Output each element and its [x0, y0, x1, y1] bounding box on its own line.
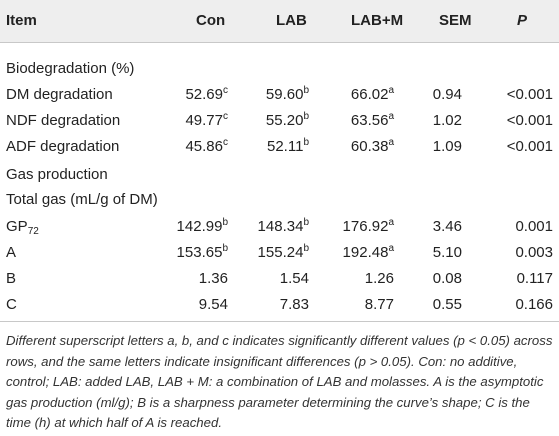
- header-con: Con: [196, 12, 226, 29]
- significance-letter: a: [388, 85, 394, 96]
- cell-labm: 1.26: [364, 270, 394, 287]
- cell-p: 0.001: [515, 218, 553, 235]
- table-end-rule: [0, 321, 559, 322]
- significance-letter: b: [303, 137, 309, 148]
- header-rule: [0, 42, 559, 43]
- cell-con: 142.99b: [176, 217, 228, 236]
- significance-letter: a: [388, 137, 394, 148]
- header-lab-m: LAB+M: [351, 12, 404, 29]
- section-total-gas: Total gas (mL/g of DM): [6, 191, 158, 208]
- cell-con: 1.36: [198, 270, 228, 287]
- significance-letter: a: [388, 111, 394, 122]
- cell-sem: 3.46: [432, 218, 462, 235]
- significance-letter: b: [222, 243, 228, 254]
- significance-letter: c: [223, 111, 228, 122]
- cell-lab: 59.60b: [265, 85, 309, 104]
- cell-p: <0.001: [506, 86, 553, 103]
- row-label: B: [6, 270, 17, 287]
- cell-lab: 7.83: [279, 296, 309, 313]
- significance-letter: b: [222, 217, 228, 228]
- section-gas-production: Gas production: [6, 166, 108, 183]
- cell-labm: 192.48a: [342, 243, 394, 262]
- row-label: DM degradation: [6, 86, 113, 103]
- cell-con: 52.69c: [185, 85, 228, 104]
- significance-letter: a: [388, 243, 394, 254]
- row-label-subscript: 72: [27, 226, 39, 237]
- row-label: A: [6, 244, 17, 261]
- row-label: ADF degradation: [6, 138, 120, 155]
- cell-labm: 60.38a: [350, 137, 394, 156]
- cell-p: <0.001: [506, 112, 553, 129]
- table-header: Item Con LAB LAB+M SEM P: [0, 0, 559, 42]
- significance-letter: c: [223, 137, 228, 148]
- significance-letter: b: [303, 217, 309, 228]
- cell-sem: 1.02: [432, 112, 462, 129]
- cell-lab: 52.11b: [267, 137, 309, 156]
- cell-sem: 0.08: [432, 270, 462, 287]
- row-label: NDF degradation: [6, 112, 121, 129]
- cell-con: 49.77c: [185, 111, 228, 130]
- header-sem: SEM: [439, 12, 472, 29]
- header-item: Item: [6, 12, 37, 29]
- header-p: P: [517, 12, 528, 29]
- cell-con: 153.65b: [176, 243, 228, 262]
- significance-letter: b: [303, 243, 309, 254]
- cell-lab: 148.34b: [257, 217, 309, 236]
- row-label: C: [6, 296, 17, 313]
- cell-labm: 8.77: [364, 296, 394, 313]
- header-lab: LAB: [276, 12, 307, 29]
- cell-sem: 0.94: [432, 86, 462, 103]
- cell-lab: 1.54: [279, 270, 309, 287]
- significance-letter: c: [223, 85, 228, 96]
- significance-letter: b: [303, 85, 309, 96]
- cell-p: 0.117: [516, 270, 553, 287]
- cell-p: 0.166: [515, 296, 553, 313]
- cell-labm: 63.56a: [350, 111, 394, 130]
- significance-letter: a: [388, 217, 394, 228]
- cell-sem: 5.10: [432, 244, 462, 261]
- cell-con: 45.86c: [185, 137, 228, 156]
- cell-lab: 155.24b: [257, 243, 309, 262]
- section-biodegradation: Biodegradation (%): [6, 60, 135, 77]
- cell-labm: 176.92a: [342, 217, 394, 236]
- cell-sem: 1.09: [432, 138, 462, 155]
- table-footnote: Different superscript letters a, b, and …: [6, 333, 553, 430]
- row-label: GP72: [6, 218, 39, 237]
- cell-labm: 66.02a: [350, 85, 394, 104]
- cell-p: 0.003: [515, 244, 553, 261]
- cell-sem: 0.55: [432, 296, 462, 313]
- cell-con: 9.54: [198, 296, 228, 313]
- cell-p: <0.001: [506, 138, 553, 155]
- significance-letter: b: [303, 111, 309, 122]
- cell-lab: 55.20b: [265, 111, 309, 130]
